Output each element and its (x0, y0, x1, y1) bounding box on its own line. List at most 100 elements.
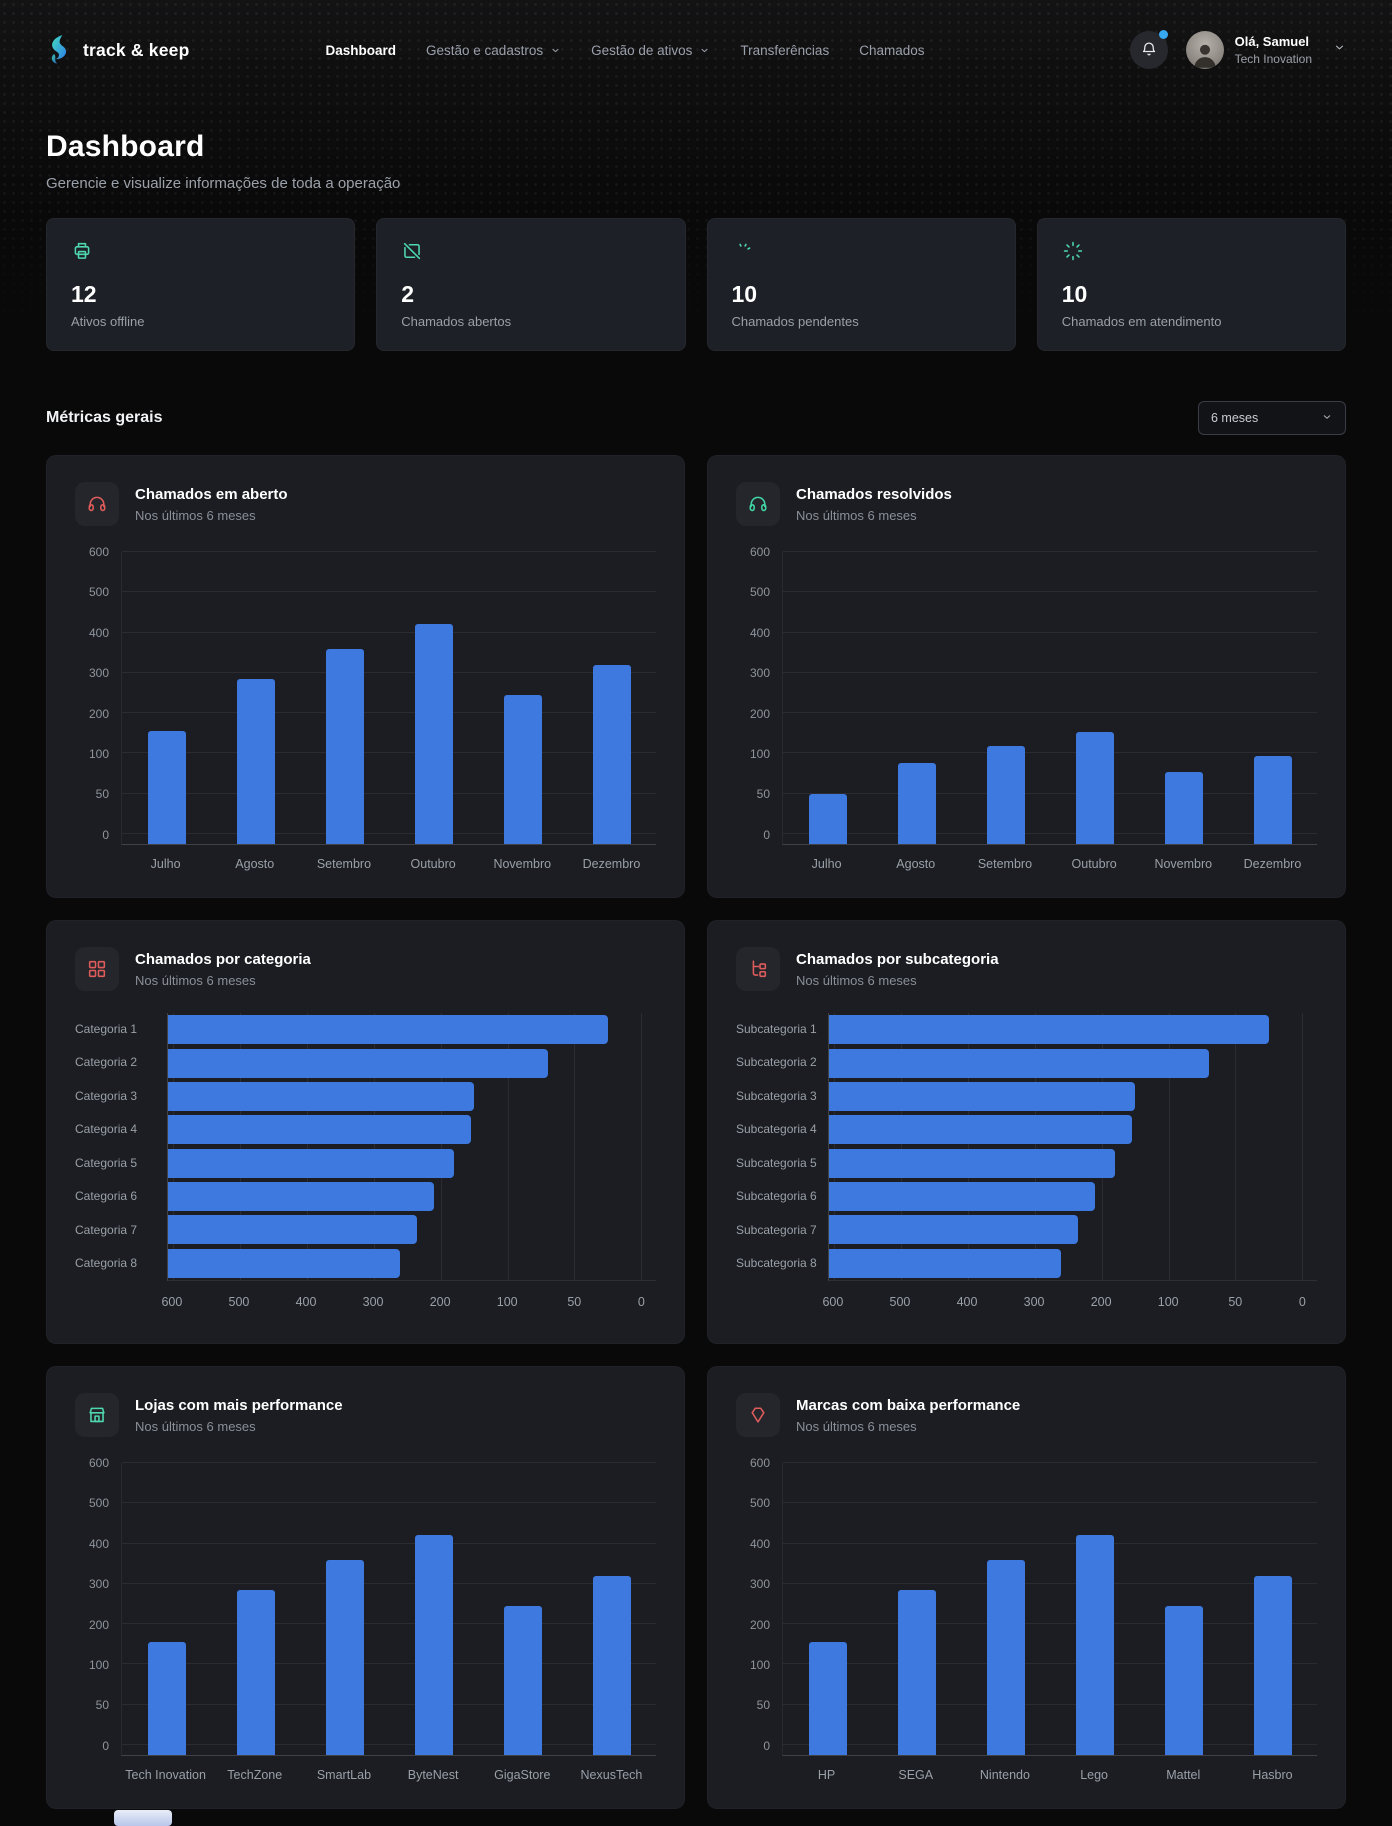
bar-slot (1050, 1463, 1139, 1755)
nav-item-label: Transferências (740, 42, 830, 58)
main-nav: Dashboard Gestão e cadastros Gestão de a… (326, 43, 925, 58)
chart-titles: Chamados resolvidos Nos últimos 6 meses (796, 486, 952, 523)
bar-row (168, 1147, 656, 1180)
chart-card-chamados-por-categoria: Chamados por categoria Nos últimos 6 mes… (46, 920, 685, 1344)
gridline (1101, 1013, 1103, 1280)
nav-item-dashboard[interactable]: Dashboard (326, 43, 397, 58)
gridline (783, 1462, 1317, 1463)
period-select[interactable]: 6 meses (1198, 401, 1346, 435)
bar-julho (147, 731, 186, 844)
user-menu[interactable]: Olá, Samuel Tech Inovation (1185, 31, 1346, 69)
gridline (833, 1013, 835, 1280)
x-tick-label: 500 (228, 1295, 250, 1309)
category-label: Categoria 8 (75, 1256, 138, 1271)
partial-cutoff-widget[interactable] (114, 1810, 172, 1826)
bar-row (829, 1080, 1317, 1113)
bar-dezembro (1253, 755, 1292, 844)
bar-slot (211, 1463, 300, 1755)
bar-novembro (1164, 771, 1203, 844)
gridline (783, 1582, 1317, 1584)
gridline (783, 1703, 1317, 1705)
chevron-down-icon (1323, 41, 1346, 59)
category-label: Categoria 2 (75, 1055, 138, 1070)
y-tick-label: 50 (95, 1698, 109, 1713)
y-tick-label: 400 (749, 1536, 770, 1551)
bars-group (122, 552, 656, 844)
gridline (122, 1663, 656, 1665)
bar-slot (300, 1463, 389, 1755)
chart-card-chamados-em-aberto: Chamados em aberto Nos últimos 6 meses 0… (46, 455, 685, 898)
x-tick-label: 0 (1298, 1295, 1306, 1309)
stat-label: Ativos offline (71, 314, 145, 329)
bar-categoria-6 (168, 1182, 434, 1212)
bar-slot (567, 552, 656, 844)
bar-outubro (1075, 732, 1114, 844)
notification-badge (1158, 30, 1168, 39)
bar-categoria-4 (168, 1115, 471, 1145)
gridline (783, 1502, 1317, 1504)
x-tick-label: HP (817, 1768, 836, 1782)
device-off-icon (401, 240, 660, 262)
bar-nintendo (986, 1559, 1025, 1755)
category-labels: Categoria 1 Categoria 2 Categoria 3 Categor… (75, 1013, 163, 1281)
category-labels: Subcategoria 1 Subcategoria 2 Subcategoria… (736, 1013, 824, 1281)
x-tick-label: Novembro (493, 857, 552, 871)
chart-title: Marcas com baixa performance (796, 1396, 1021, 1414)
bar-setembro (986, 746, 1025, 844)
nav-item-gestao-de-ativos[interactable]: Gestão de ativos (591, 43, 710, 58)
chart-titles: Chamados por categoria Nos últimos 6 mes… (135, 951, 311, 988)
x-tick-label: 300 (1023, 1295, 1045, 1309)
notifications-button[interactable] (1129, 30, 1168, 69)
stat-card-chamados-em-atendimento: 10 Chamados em atendimento (1036, 218, 1346, 351)
metrics-title: Métricas gerais (46, 409, 163, 426)
category-label: Categoria 5 (75, 1155, 138, 1170)
brand[interactable]: track & keep (46, 34, 190, 66)
period-select-value: 6 meses (1211, 411, 1259, 425)
chart-card-lojas-com-mais-performance: Lojas com mais performance Nos últimos 6… (46, 1366, 685, 1809)
gridline (783, 1743, 1317, 1745)
gridline (239, 1013, 241, 1280)
y-tick-label: 300 (88, 1577, 109, 1592)
nav-item-chamados[interactable]: Chamados (859, 43, 924, 58)
nav-item-transferencias[interactable]: Transferências (740, 43, 829, 58)
bar-row (168, 1046, 656, 1079)
bar-tech-inovation (147, 1642, 186, 1755)
gridline (783, 631, 1317, 633)
y-tick-label: 100 (749, 1657, 770, 1672)
y-tick-label: 600 (88, 1456, 109, 1470)
headset-icon (75, 482, 119, 526)
chart-plot-area: 0 50 100 200 300 400 500 600 Julho Agosto Setembro… (75, 545, 656, 871)
bar-row (829, 1247, 1317, 1280)
stat-card-chamados-pendentes: 10 Chamados pendentes (706, 218, 1016, 351)
chart-header: Marcas com baixa performance Nos últimos… (736, 1393, 1317, 1437)
y-tick-label: 0 (102, 827, 109, 842)
stat-value: 2 (401, 281, 415, 307)
y-axis-labels: 0 50 100 200 300 400 500 600 (736, 1456, 772, 1756)
x-tick-label: 50 (567, 1295, 582, 1309)
bar-slot (389, 1463, 478, 1755)
bar-smartlab (325, 1559, 364, 1755)
gridline (783, 1663, 1317, 1665)
bars-group (168, 1013, 656, 1280)
plot-region (782, 551, 1317, 845)
bar-row (829, 1113, 1317, 1146)
bar-slot (478, 1463, 567, 1755)
grid-icon (75, 947, 119, 991)
bar-subcategoria-2 (829, 1048, 1209, 1078)
bar-row (168, 1247, 656, 1280)
bar-row (168, 1113, 656, 1146)
x-tick-label: 200 (429, 1295, 451, 1309)
bar-hp (808, 1642, 847, 1755)
x-tick-label: NexusTech (580, 1768, 643, 1782)
bar-slot (1139, 552, 1228, 844)
stat-value: 10 (1061, 281, 1088, 307)
category-label: Categoria 3 (75, 1088, 138, 1103)
y-tick-label: 0 (763, 1738, 770, 1753)
gridline (783, 752, 1317, 754)
nav-item-label: Gestão de ativos (591, 42, 693, 58)
bars-group (783, 552, 1317, 844)
nav-item-gestao-e-cadastros[interactable]: Gestão e cadastros (426, 43, 561, 58)
bar-slot (122, 1463, 211, 1755)
bar-categoria-7 (168, 1215, 418, 1245)
bar-row (168, 1080, 656, 1113)
